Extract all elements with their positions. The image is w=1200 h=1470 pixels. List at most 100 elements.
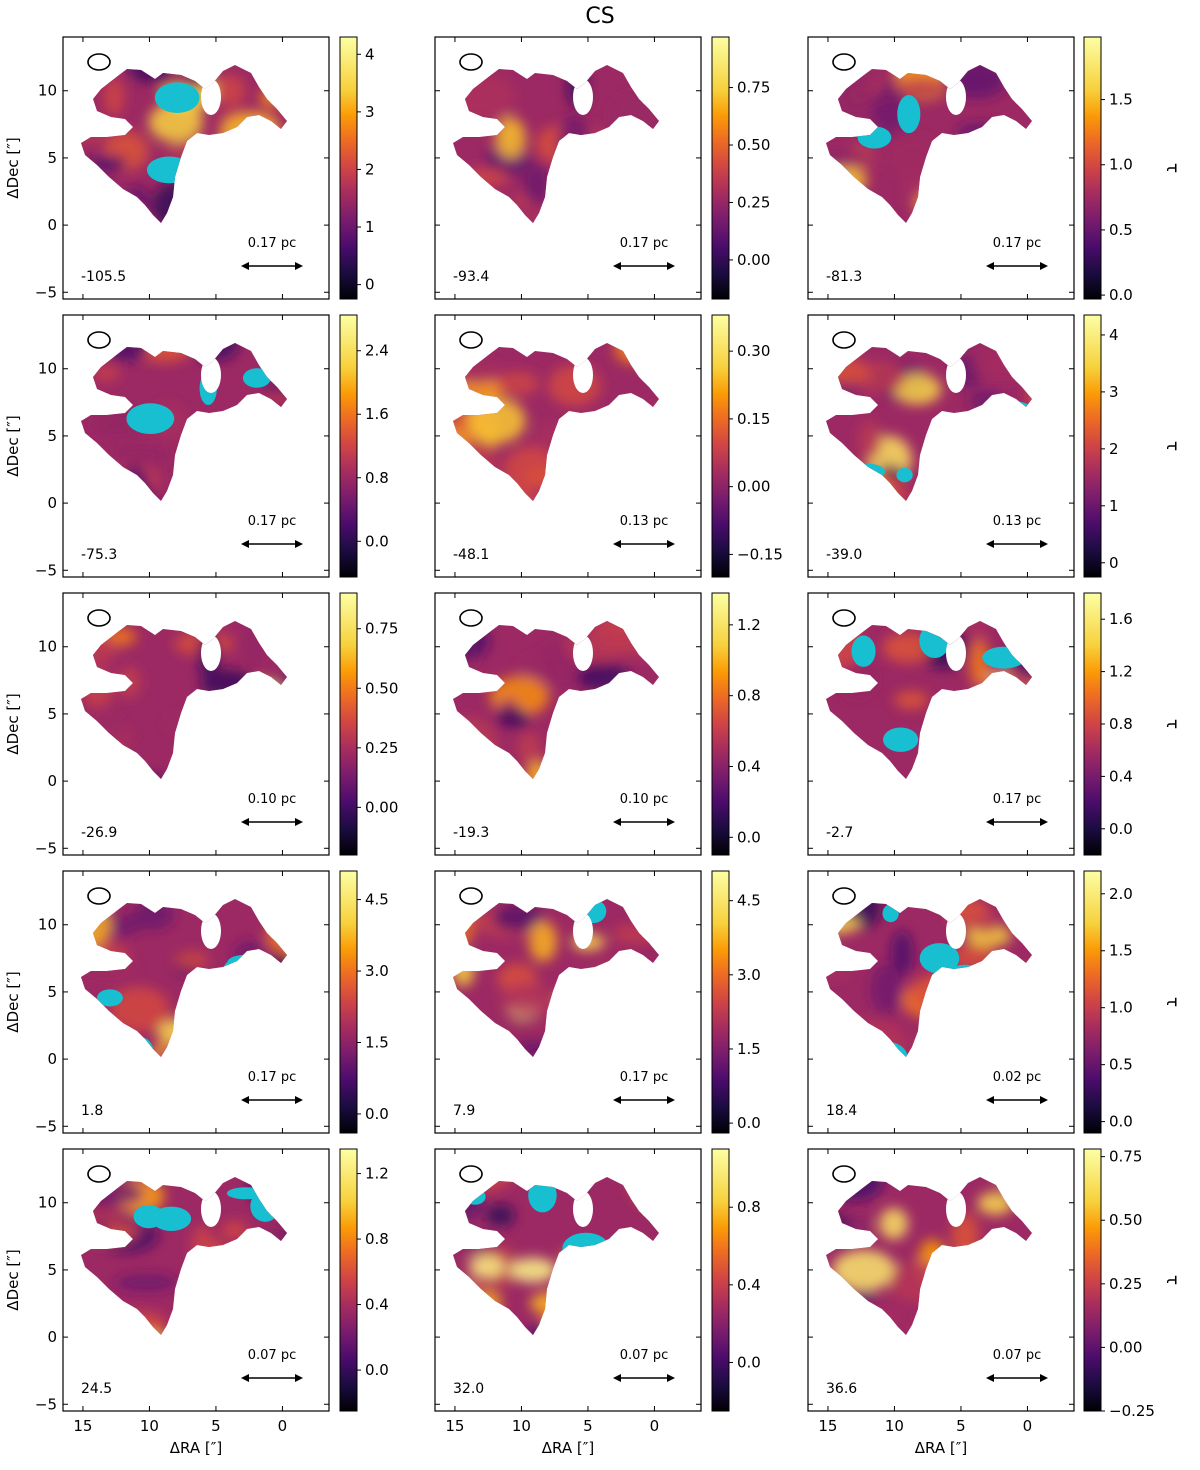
colorbar-tick-label: 0.8	[1109, 715, 1133, 733]
heatmap-panel-10: 1.8 0.17 pc −5 0 5 10 ΔDec [″] 0.0 1.5 3.0 4.5	[4, 870, 389, 1135]
velocity-label: 36.6	[826, 1381, 857, 1397]
y-tick-label: 5	[47, 427, 57, 445]
scale-bar-arrow-left	[241, 1096, 249, 1104]
x-tick-label: 10	[512, 1417, 531, 1435]
tau-map	[826, 65, 1032, 223]
colorbar-tick-label: 0.8	[737, 1198, 761, 1216]
colorbar-tick-label: 0.25	[737, 193, 770, 211]
colorbar-tick-label: 1.6	[365, 405, 389, 423]
colorbar-tick-label: 0.00	[737, 478, 770, 496]
scale-bar-arrow-left	[986, 818, 994, 826]
colorbar-tick-label: 0.0	[1109, 820, 1133, 838]
colorbar-tick-label: 0.75	[1109, 1148, 1142, 1166]
colorbar-tick-label: 0.4	[737, 757, 761, 775]
tau-map	[453, 621, 659, 779]
scale-bar-arrow-right	[667, 1374, 675, 1382]
colorbar-tick-label: 0.0	[365, 1105, 389, 1123]
colorbar-tick-label: 2.4	[365, 342, 389, 360]
tau-map	[826, 899, 1032, 1057]
heatmap-panel-9: -2.7 0.17 pc 0.0 0.4 0.8 1.2 1.6 τ	[807, 592, 1182, 856]
velocity-label: -93.4	[453, 269, 489, 285]
y-tick-label: 10	[38, 638, 57, 656]
colorbar-label: τ	[1162, 441, 1182, 451]
colorbar-tick-label: 3.0	[365, 962, 389, 980]
scale-bar-arrow-right	[295, 262, 303, 270]
scale-bar-label: 0.17 pc	[993, 792, 1041, 807]
scale-bar-label: 0.13 pc	[620, 514, 668, 529]
y-tick-label: 10	[38, 1194, 57, 1212]
colorbar-label: τ	[1162, 997, 1182, 1007]
scale-bar-label: 0.17 pc	[620, 236, 668, 251]
beam-ellipse	[459, 887, 483, 905]
colorbar: 0.0 0.4 0.8 1.2	[339, 1148, 389, 1412]
x-axis-label: ΔRA [″]	[915, 1439, 967, 1457]
colorbar-tick-label: 0.00	[737, 251, 770, 269]
colorbar-tick-label: 0.8	[365, 469, 389, 487]
velocity-label: 1.8	[81, 1103, 103, 1119]
colorbar: 0.0 0.8 1.6 2.4	[339, 314, 389, 578]
y-tick-label: 5	[47, 1261, 57, 1279]
colorbar: −0.25 0.00 0.25 0.50 0.75 τ	[1083, 1148, 1182, 1420]
axes-frame	[807, 592, 1075, 856]
beam-ellipse	[832, 887, 856, 905]
colorbar-tick-label: 0	[1109, 554, 1119, 572]
tau-map	[826, 1177, 1032, 1335]
velocity-label: -75.3	[81, 547, 117, 563]
colorbar-tick-label: 1.2	[737, 616, 761, 634]
beam-ellipse	[832, 331, 856, 349]
tau-map	[826, 621, 1032, 779]
colorbar: 0.0 0.4 0.8 1.2	[711, 592, 761, 856]
colorbar-tick-label: 0	[365, 276, 375, 294]
colorbar-tick-label: 0.00	[1109, 1338, 1142, 1356]
axes-frame	[434, 592, 702, 856]
heatmap-panel-8: -19.3 0.10 pc 0.0 0.4 0.8 1.2	[434, 592, 761, 856]
scale-bar-arrow-right	[667, 1096, 675, 1104]
colorbar-tick-label: 2.0	[1109, 885, 1133, 903]
heatmap-panel-3: -81.3 0.17 pc 0.0 0.5 1.0 1.5 τ	[807, 36, 1182, 304]
colorbar-label: τ	[1162, 1275, 1182, 1285]
colorbar-tick-label: 0.30	[737, 342, 770, 360]
beam-ellipse	[87, 1165, 111, 1183]
scale-bar-arrow-right	[1040, 540, 1048, 548]
heatmap-panel-1: -105.5 0.17 pc −5 0 5 10 ΔDec [″] 0 1 2 3 4	[4, 36, 375, 301]
y-tick-label: −5	[35, 839, 57, 857]
colorbar: 0.0 0.5 1.0 1.5 τ	[1083, 36, 1182, 304]
scale-bar-arrow-left	[241, 540, 249, 548]
colorbar-tick-label: 0.15	[737, 410, 770, 428]
tau-map	[81, 621, 287, 779]
colorbar-tick-label: 0.5	[1109, 221, 1133, 239]
x-tick-label: 10	[885, 1417, 904, 1435]
scale-bar-label: 0.10 pc	[620, 792, 668, 807]
colorbar-tick-label: 0.25	[1109, 1275, 1142, 1293]
colorbar: 0 1 2 3 4 τ	[1083, 314, 1182, 578]
colorbar-tick-label: 1.0	[1109, 999, 1133, 1017]
y-axis-label: ΔDec [″]	[4, 693, 22, 754]
scale-bar-arrow-left	[613, 1096, 621, 1104]
velocity-label: -26.9	[81, 825, 117, 841]
heatmap-panel-14: 32.0 0.07 pc 15 10 5 0 ΔRA [″] 0.0 0.4 0.8	[434, 1148, 761, 1457]
velocity-label: -81.3	[826, 269, 862, 285]
colorbar-label: τ	[1162, 719, 1182, 729]
colorbar: 0.0 0.4 0.8 1.2 1.6 τ	[1083, 592, 1182, 856]
colorbar-tick-label: 1.0	[1109, 156, 1133, 174]
colorbar: 0.00 0.25 0.50 0.75	[339, 592, 398, 856]
colorbar-label: τ	[1162, 163, 1182, 173]
scale-bar-arrow-left	[241, 262, 249, 270]
scale-bar-arrow-left	[986, 1096, 994, 1104]
y-tick-label: 0	[47, 1328, 57, 1346]
colorbar-tick-label: 4	[365, 45, 375, 63]
heatmap-panel-4: -75.3 0.17 pc −5 0 5 10 ΔDec [″] 0.0 0.8 1.6 2.4	[4, 314, 389, 579]
colorbar: 0.00 0.25 0.50 0.75	[711, 36, 770, 300]
colorbar-tick-label: 0.0	[365, 1361, 389, 1379]
scale-bar-arrow-right	[295, 818, 303, 826]
colorbar-tick-label: −0.15	[737, 545, 783, 563]
y-tick-label: 5	[47, 705, 57, 723]
colorbar: −0.15 0.00 0.15 0.30	[711, 314, 783, 578]
x-tick-label: 5	[956, 1417, 966, 1435]
colorbar-tick-label: 0.0	[1109, 1113, 1133, 1131]
y-tick-label: 0	[47, 216, 57, 234]
scale-bar-label: 0.13 pc	[993, 514, 1041, 529]
velocity-label: -39.0	[826, 547, 862, 563]
beam-ellipse	[832, 609, 856, 627]
